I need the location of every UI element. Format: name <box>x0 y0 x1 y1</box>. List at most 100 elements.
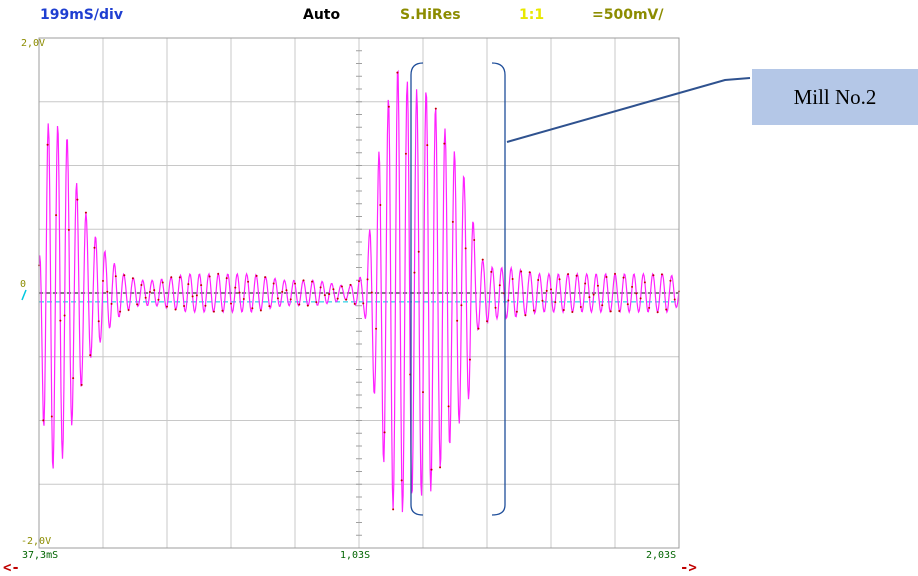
sample-dot <box>468 358 471 361</box>
sample-dot <box>255 274 258 277</box>
x-axis-left-label: 37,3mS <box>22 550 58 561</box>
sample-dot <box>93 246 96 249</box>
sample-dot <box>498 284 501 287</box>
sample-dot <box>106 290 109 293</box>
sample-dot <box>417 250 420 253</box>
sample-dot <box>537 279 540 282</box>
scroll-left-arrow-icon[interactable]: <- <box>3 560 20 576</box>
sample-dot <box>524 314 527 317</box>
sample-dot <box>422 391 424 394</box>
sample-dot <box>55 214 58 217</box>
sample-dot <box>148 291 151 294</box>
sample-dot <box>247 280 250 283</box>
sample-dot <box>340 285 343 288</box>
sample-dot <box>618 310 621 313</box>
sample-dot <box>319 286 322 289</box>
sample-dot <box>59 319 62 322</box>
sample-dot <box>362 302 365 305</box>
y-axis-top-label: 2,0V <box>21 38 45 49</box>
sample-dot <box>490 270 493 273</box>
sample-dot <box>596 284 599 287</box>
trigger-mode-label: Auto <box>303 7 340 23</box>
sample-dot <box>400 479 403 482</box>
sample-dot <box>294 282 296 285</box>
sample-dot <box>515 310 518 313</box>
sample-dot <box>486 320 488 323</box>
sample-dot <box>251 307 254 310</box>
sample-dot <box>114 275 117 278</box>
sample-dot <box>200 284 203 287</box>
sample-dot <box>80 383 83 386</box>
sample-dot <box>370 291 373 294</box>
y-axis-bottom-label: -2,0V <box>21 536 51 547</box>
sample-dot <box>584 282 587 285</box>
sample-dot <box>234 286 237 289</box>
sample-dot <box>212 310 215 313</box>
sample-dot <box>281 290 284 293</box>
x-axis-right-label: 2,03S <box>646 550 676 561</box>
sample-dot <box>144 296 147 299</box>
sample-dot <box>614 272 616 275</box>
sample-dot <box>306 304 309 307</box>
sample-dot <box>119 310 122 313</box>
sample-dot <box>153 289 156 292</box>
sample-dot <box>127 309 130 312</box>
sample-dot <box>430 468 433 471</box>
sample-dot <box>123 274 126 277</box>
sample-dot <box>336 297 339 300</box>
sample-dot <box>592 293 595 296</box>
channel-marker-icon <box>21 289 27 301</box>
sample-dot <box>379 203 382 206</box>
sample-dot <box>673 298 676 301</box>
sample-dot <box>289 298 292 301</box>
sample-dot <box>439 466 442 469</box>
sample-dot <box>451 220 454 223</box>
sample-dot <box>554 301 557 304</box>
sample-dot <box>494 306 497 309</box>
sample-dot <box>272 282 275 285</box>
sample-dot <box>157 298 160 301</box>
sample-dot <box>447 405 450 408</box>
sample-dot <box>635 292 638 295</box>
plot-border <box>38 37 680 549</box>
sample-dot <box>345 298 348 301</box>
sample-dot <box>413 271 416 274</box>
sample-dot <box>622 276 625 279</box>
sample-dot <box>660 273 663 276</box>
sample-dot <box>511 278 514 281</box>
sample-dot <box>652 274 655 277</box>
sample-dot <box>195 294 198 297</box>
sample-dot <box>332 288 335 291</box>
sample-dot <box>375 327 378 330</box>
sample-dot <box>353 302 356 305</box>
sample-dot <box>648 306 651 309</box>
highlight-bracket-right <box>491 62 506 516</box>
sample-dot <box>110 302 113 305</box>
sample-dot <box>665 308 668 311</box>
plot-area <box>38 37 680 549</box>
vertical-scale-label: =500mV/ <box>592 7 664 23</box>
sample-dot <box>541 299 544 302</box>
scroll-right-arrow-icon[interactable]: -> <box>680 560 697 576</box>
sample-dot <box>178 276 181 279</box>
sample-dot <box>285 289 288 292</box>
sample-dot <box>46 143 49 146</box>
sample-dot <box>545 289 548 292</box>
sample-dot <box>631 285 634 288</box>
sample-dot <box>259 309 262 312</box>
sample-dot <box>72 377 75 380</box>
y-axis-zero-label: 0 <box>20 279 26 290</box>
sample-dot <box>567 273 570 276</box>
sample-dot <box>562 309 565 312</box>
sample-dot <box>166 305 168 308</box>
sample-dot <box>434 107 437 110</box>
timebase-label: 199mS/div <box>40 7 123 23</box>
sample-dot <box>383 431 386 434</box>
probe-ratio-label: 1:1 <box>519 7 544 23</box>
sample-dot <box>264 276 267 279</box>
sample-dot <box>311 280 314 283</box>
sample-dot <box>221 309 224 312</box>
sample-dot <box>161 281 164 284</box>
sample-dot <box>225 277 228 280</box>
sample-dot <box>464 247 467 250</box>
